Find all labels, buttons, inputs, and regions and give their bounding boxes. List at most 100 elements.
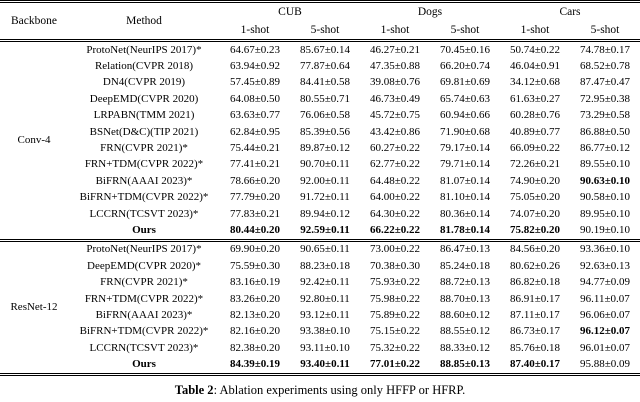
method-cell: BiFRN(AAAI 2023)* — [95, 308, 193, 321]
method-cell: FRN+TDM(CVPR 2022)* — [84, 292, 204, 305]
results-table: Backbone Method CUB Dogs Cars 1-shot 5-s… — [0, 0, 640, 376]
table-caption-label: Table 2 — [174, 382, 214, 397]
method-cell: Ours — [132, 358, 156, 371]
value-cell: 74.78±0.17 — [579, 43, 631, 56]
value-cell: 81.10±0.14 — [439, 191, 491, 204]
value-cell: 92.00±0.11 — [300, 174, 350, 187]
value-cell: 77.01±0.22 — [369, 358, 421, 371]
col-header-shot: 5-shot — [590, 24, 620, 36]
header-row-shots: 1-shot 5-shot 1-shot 5-shot 1-shot 5-sho… — [0, 21, 640, 41]
table-row: Conv-4 ProtoNet(NeurIPS 2017)* 64.67±0.23 8… — [0, 41, 640, 145]
table-row: FRN(CVPR 2021)* 83.16±0.19 92.42±0.11 75.93… — [0, 274, 640, 290]
table-row: LRPABN(TMM 2021) 63.63±0.77 76.06±0.58 45.7… — [0, 108, 640, 124]
value-cell: 64.67±0.23 — [229, 43, 281, 56]
value-cell: 93.12±0.11 — [300, 308, 350, 321]
method-cell: BSNet(D&C)(TIP 2021) — [89, 125, 199, 138]
value-cell: 66.20±0.74 — [439, 60, 491, 73]
value-cell: 68.52±0.78 — [579, 60, 631, 73]
value-cell: 75.93±0.22 — [369, 276, 421, 289]
value-cell: 46.04±0.91 — [509, 60, 561, 73]
table-row: Ours 84.39±0.19 93.40±0.11 77.01±0.22 88.85±… — [0, 356, 640, 374]
table-row: Relation(CVPR 2018) 63.94±0.92 77.87±0.64 4… — [0, 58, 640, 74]
value-cell: 89.87±0.12 — [299, 142, 351, 155]
value-cell: 75.82±0.20 — [509, 223, 561, 236]
value-cell: 77.79±0.20 — [229, 191, 281, 204]
value-cell: 39.08±0.76 — [369, 76, 421, 89]
value-cell: 86.77±0.12 — [579, 142, 631, 155]
table-row: LCCRN(TCSVT 2023)* 82.38±0.20 93.11±0.10 75… — [0, 340, 640, 356]
table-row: DeepEMD(CVPR 2020)* 75.59±0.30 88.23±0.18 7… — [0, 258, 640, 274]
value-cell: 93.40±0.11 — [300, 358, 350, 371]
method-cell: FRN+TDM(CVPR 2022)* — [84, 158, 204, 171]
value-cell: 95.88±0.09 — [579, 358, 631, 371]
method-cell: FRN(CVPR 2021)* — [100, 276, 188, 289]
value-cell: 75.32±0.22 — [369, 341, 421, 354]
table-row: BSNet(D&C)(TIP 2021) 62.84±0.95 85.39±0.56… — [0, 124, 640, 140]
value-cell: 34.12±0.68 — [509, 76, 561, 89]
col-header-shot: 1-shot — [380, 24, 410, 36]
value-cell: 75.15±0.22 — [369, 325, 421, 338]
value-cell: 80.44±0.20 — [229, 223, 281, 236]
value-cell: 75.89±0.22 — [369, 308, 421, 321]
col-group-cub: CUB — [278, 6, 302, 18]
table-row: DN4(CVPR 2019) 57.45±0.89 84.41±0.58 39.08±… — [0, 75, 640, 91]
value-cell: 79.17±0.14 — [439, 142, 491, 155]
value-cell: 65.74±0.63 — [439, 92, 491, 105]
value-cell: 93.38±0.10 — [299, 325, 351, 338]
col-header-backbone: Backbone — [11, 15, 57, 27]
value-cell: 83.16±0.19 — [229, 276, 281, 289]
value-cell: 92.63±0.13 — [579, 259, 631, 272]
value-cell: 64.30±0.22 — [369, 207, 421, 220]
value-cell: 84.39±0.19 — [229, 358, 281, 371]
value-cell: 88.33±0.12 — [439, 341, 491, 354]
value-cell: 70.45±0.16 — [439, 43, 491, 56]
value-cell: 71.90±0.68 — [439, 125, 491, 138]
value-cell: 78.66±0.20 — [229, 174, 281, 187]
col-header-shot: 5-shot — [310, 24, 340, 36]
table-row: Ours 80.44±0.20 92.59±0.11 66.22±0.22 81.78±… — [0, 222, 640, 240]
value-cell: 89.94±0.12 — [299, 207, 351, 220]
method-cell: DeepEMD(CVPR 2020) — [89, 92, 199, 105]
value-cell: 40.89±0.77 — [509, 125, 561, 138]
value-cell: 83.26±0.20 — [229, 292, 281, 305]
value-cell: 88.23±0.18 — [299, 259, 351, 272]
col-header-shot: 5-shot — [450, 24, 480, 36]
table-row: BiFRN+TDM(CVPR 2022)* 77.79±0.20 91.72±0.1… — [0, 190, 640, 206]
value-cell: 84.56±0.20 — [509, 243, 561, 256]
value-cell: 76.06±0.58 — [299, 109, 351, 122]
value-cell: 60.28±0.76 — [509, 109, 561, 122]
value-cell: 75.05±0.20 — [509, 191, 561, 204]
table-caption: Table 2: Ablation experiments using only… — [0, 383, 640, 398]
value-cell: 89.55±0.10 — [579, 158, 631, 171]
method-cell: ProtoNet(NeurIPS 2017)* — [86, 43, 202, 56]
value-cell: 63.63±0.77 — [229, 109, 281, 122]
value-cell: 62.77±0.22 — [369, 158, 421, 171]
value-cell: 82.16±0.20 — [229, 325, 281, 338]
value-cell: 90.65±0.11 — [300, 243, 350, 256]
col-header-shot: 1-shot — [520, 24, 550, 36]
value-cell: 90.58±0.10 — [579, 191, 631, 204]
value-cell: 69.81±0.69 — [439, 76, 491, 89]
method-cell: DeepEMD(CVPR 2020)* — [87, 259, 201, 272]
value-cell: 47.35±0.88 — [369, 60, 421, 73]
col-header-method: Method — [126, 15, 162, 27]
table-row: BiFRN+TDM(CVPR 2022)* 82.16±0.20 93.38±0.1… — [0, 324, 640, 340]
value-cell: 63.94±0.92 — [229, 60, 281, 73]
method-cell: BiFRN+TDM(CVPR 2022)* — [79, 325, 209, 338]
value-cell: 92.59±0.11 — [300, 223, 350, 236]
value-cell: 73.29±0.58 — [579, 109, 631, 122]
method-cell: ProtoNet(NeurIPS 2017)* — [86, 243, 202, 256]
value-cell: 88.85±0.13 — [439, 358, 491, 371]
value-cell: 74.07±0.20 — [509, 207, 561, 220]
method-cell: BiFRN(AAAI 2023)* — [95, 174, 193, 187]
value-cell: 62.84±0.95 — [229, 125, 281, 138]
value-cell: 80.62±0.26 — [509, 259, 561, 272]
value-cell: 86.91±0.17 — [509, 292, 561, 305]
value-cell: 64.00±0.22 — [369, 191, 421, 204]
value-cell: 93.11±0.10 — [300, 341, 350, 354]
value-cell: 81.78±0.14 — [439, 223, 491, 236]
value-cell: 90.70±0.11 — [300, 158, 350, 171]
table-row: FRN(CVPR 2021)* 75.44±0.21 89.87±0.12 60.27… — [0, 140, 640, 156]
table-caption-text: : Ablation experiments using only HFFP o… — [213, 382, 466, 397]
value-cell: 93.36±0.10 — [579, 243, 631, 256]
